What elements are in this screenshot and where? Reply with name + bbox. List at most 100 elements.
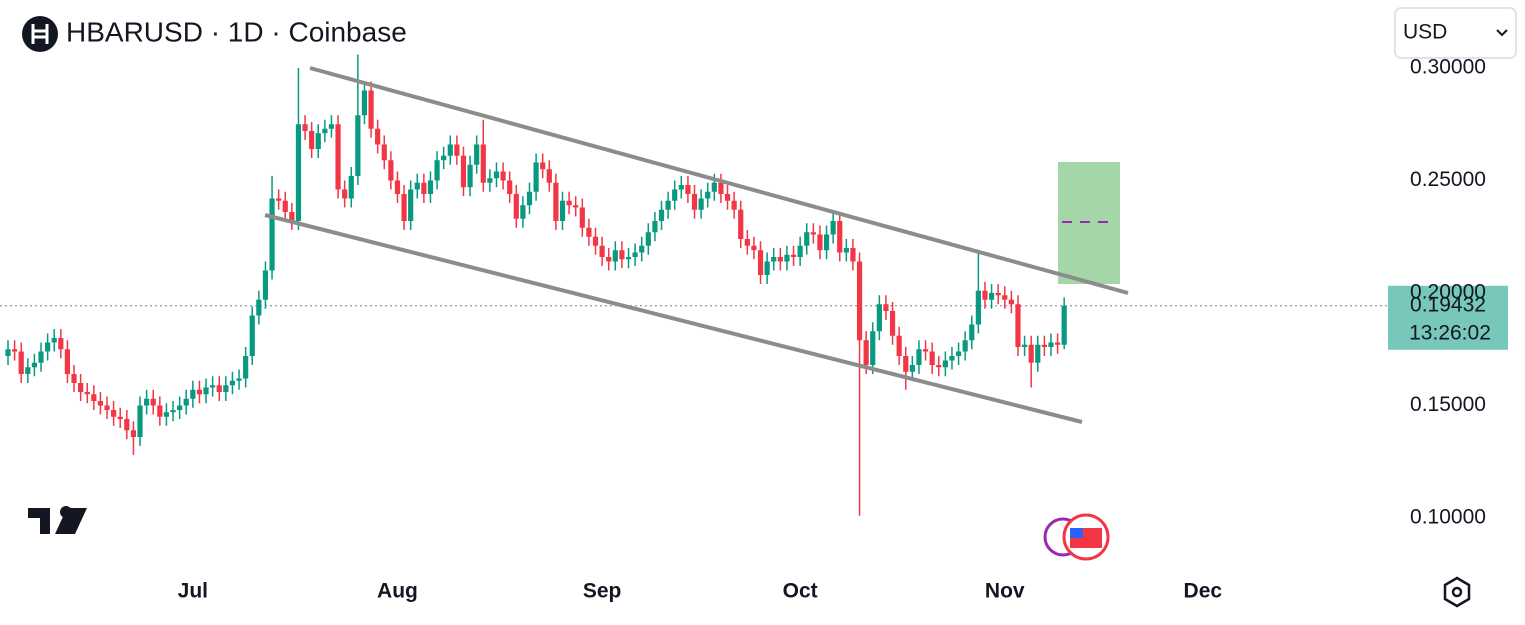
candle-body [454,144,460,156]
candle-body [361,90,368,116]
candle-body [150,398,156,406]
x-tick-label: Dec [1184,580,1223,603]
candle-body [216,385,222,393]
candle-body [137,405,143,438]
candle-body [190,389,196,399]
y-tick-label: 0.10000 [1410,506,1486,529]
candle-body [25,367,31,374]
candle-body [467,164,473,188]
candle-body [579,207,585,228]
candle-body [533,162,539,192]
candle-body [896,335,902,356]
candle-body [480,144,486,183]
candle-body [698,198,704,210]
candle-body [203,387,209,395]
candle-body [982,290,988,300]
candle-body [276,198,282,201]
candle-body [269,198,275,271]
candle-body [810,232,816,235]
price-label: 0.19432 13:26:02 [1388,285,1508,350]
dropdown-arrow[interactable] [1496,29,1508,37]
y-tick-label: 0.25000 [1410,168,1486,191]
price-label-countdown: 13:26:02 [1409,321,1491,344]
candle-body [711,182,717,192]
candle-body [256,299,262,316]
candle-body [586,227,592,237]
candle-body [804,232,810,246]
settings-button[interactable] [1443,576,1471,608]
candle-body [282,200,288,212]
candle-body [289,211,295,221]
candle-body [58,337,64,350]
candle-body [460,155,467,188]
candle-body [612,250,618,262]
symbol-icon [22,16,58,52]
tv-logo-dot [60,506,72,518]
candle-body [995,292,1001,296]
candle-body [163,412,170,417]
symbol-icon-glyph [31,24,49,44]
candle-body [936,364,942,368]
candle-body [876,304,882,332]
candle-body [348,175,354,199]
candle-body [64,349,71,374]
candle-body [764,261,770,275]
candle-body [1021,344,1028,347]
candle-body [962,340,968,352]
candle-body [1008,299,1014,305]
candle-body [223,385,229,393]
candle-body [777,256,783,262]
candle-body [784,254,790,262]
candle-body [830,220,836,235]
candle-body [295,124,302,221]
x-tick-label: Jul [178,580,208,603]
candle-body [797,245,803,257]
candle-body [685,184,691,194]
candle-body [757,250,764,275]
candle-body [790,254,797,257]
candle-body [104,405,110,411]
candle-body [1015,304,1021,347]
candle-body [870,331,876,365]
currency-select-box[interactable] [1394,7,1517,59]
candle-body [91,394,97,402]
channel-lower [264,213,1083,424]
candle-body [751,245,757,251]
candle-body [645,232,651,246]
candle-body [1048,342,1054,347]
candle-body [375,128,381,145]
candle-body [493,171,500,179]
candle-body [124,419,130,431]
currency-select-label[interactable]: USD [1403,21,1447,44]
candle-body [672,189,678,201]
candle-body [97,401,104,406]
channel-upper [309,66,1129,295]
y-tick-label: 0.30000 [1410,56,1486,79]
candle-body [388,160,394,181]
candle-body [335,124,341,190]
candle-body [421,182,427,194]
currency-select[interactable]: USD [1394,7,1517,59]
candle-body [665,200,671,210]
candle-body [843,247,849,253]
x-tick-label: Sep [583,580,622,603]
candle-body [487,178,493,183]
candle-body [942,360,948,368]
candle-body [170,410,176,413]
candle-body [969,324,975,341]
candle-body [144,398,150,406]
candle-body [315,133,321,149]
candle-body [929,351,935,365]
candle-body [520,205,526,219]
candle-body [573,205,579,208]
settings-button-center[interactable] [1451,586,1463,598]
candle-body [513,193,519,219]
candle-body [157,405,163,417]
candle-body [78,383,84,393]
candle-body [975,290,981,325]
candle-body [922,349,929,352]
x-tick-label: Oct [783,580,818,603]
candle-body [394,180,401,194]
candle-body [526,191,533,206]
